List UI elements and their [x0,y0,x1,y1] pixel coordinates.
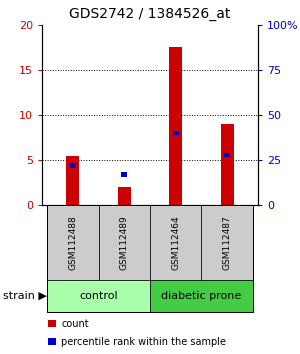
Text: strain ▶: strain ▶ [3,291,47,301]
Text: percentile rank within the sample: percentile rank within the sample [61,337,226,347]
Title: GDS2742 / 1384526_at: GDS2742 / 1384526_at [69,7,231,21]
Bar [118,187,131,205]
Text: GSM112487: GSM112487 [223,215,232,270]
Bar [172,131,179,135]
Text: GSM112489: GSM112489 [120,215,129,270]
Bar [169,47,182,205]
Bar [121,172,127,177]
Text: diabetic prone: diabetic prone [161,291,242,301]
Text: count: count [61,319,89,329]
Bar [70,163,76,168]
Text: control: control [79,291,118,301]
Text: GSM112488: GSM112488 [68,215,77,270]
Text: GSM112464: GSM112464 [171,215,180,270]
Bar [66,156,79,205]
Bar [224,153,230,157]
Bar [221,124,234,205]
